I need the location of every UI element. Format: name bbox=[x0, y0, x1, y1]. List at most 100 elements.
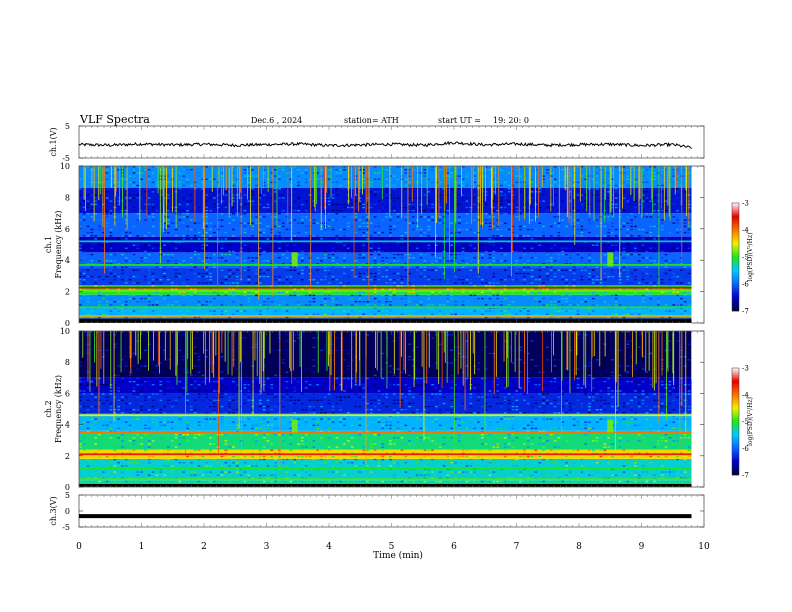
spectral-pixel bbox=[236, 260, 239, 262]
spectral-pixel bbox=[124, 282, 128, 284]
spectral-pixel bbox=[362, 203, 365, 206]
spectral-pixel bbox=[262, 181, 266, 184]
spectral-pixel bbox=[461, 250, 465, 253]
spectral-pixel bbox=[408, 166, 411, 168]
spectral-pixel bbox=[213, 206, 216, 209]
spectral-pixel bbox=[140, 219, 143, 221]
spectral-pixel bbox=[614, 184, 618, 187]
spectral-pixel bbox=[193, 316, 197, 319]
spectral-pixel bbox=[262, 297, 266, 300]
spectral-pixel bbox=[438, 266, 442, 268]
spectral-pixel bbox=[435, 235, 438, 237]
sferic-streak bbox=[228, 166, 230, 216]
spectral-pixel bbox=[431, 206, 434, 209]
spectral-pixel bbox=[469, 282, 473, 284]
spectral-pixel bbox=[446, 175, 450, 177]
spectral-pixel bbox=[124, 188, 128, 190]
spectral-pixel bbox=[400, 313, 404, 315]
spectral-pixel bbox=[438, 250, 442, 253]
spectral-pixel bbox=[136, 235, 140, 237]
spectral-pixel bbox=[285, 213, 289, 215]
spectral-pixel bbox=[209, 275, 212, 278]
spectral-pixel bbox=[124, 421, 128, 423]
spectral-pixel bbox=[649, 263, 653, 265]
spectral-pixel bbox=[190, 440, 193, 442]
spectral-pixel bbox=[458, 222, 461, 224]
spectral-pixel bbox=[144, 316, 147, 319]
spectral-pixel bbox=[193, 266, 197, 268]
spectral-pixel bbox=[622, 172, 626, 174]
spectral-pixel bbox=[124, 244, 128, 246]
spectral-pixel bbox=[549, 260, 553, 262]
spectral-pixel bbox=[136, 213, 140, 215]
spectral-pixel bbox=[369, 266, 373, 268]
spectral-pixel bbox=[423, 169, 427, 171]
sferic-streak bbox=[324, 166, 326, 210]
spectral-pixel bbox=[186, 437, 189, 439]
spectral-pixel bbox=[293, 188, 297, 190]
spectral-pixel bbox=[136, 269, 140, 271]
spectral-pixel bbox=[377, 316, 381, 319]
spectral-pixel bbox=[117, 166, 120, 168]
spectral-pixel bbox=[301, 231, 304, 234]
spectral-pixel bbox=[645, 191, 649, 193]
spectral-pixel bbox=[167, 253, 170, 256]
spectral-pixel bbox=[289, 288, 293, 290]
spectral-pixel bbox=[262, 275, 266, 278]
spectral-pixel bbox=[98, 310, 101, 312]
spectral-pixel bbox=[481, 316, 484, 319]
spectral-pixel bbox=[465, 206, 469, 209]
spectral-pixel bbox=[588, 253, 591, 256]
spectral-pixel bbox=[79, 316, 82, 319]
spectral-pixel bbox=[626, 257, 630, 259]
spectral-pixel bbox=[327, 294, 331, 297]
spectral-pixel bbox=[239, 304, 243, 306]
spectral-pixel bbox=[197, 253, 201, 256]
spectral-pixel bbox=[446, 188, 450, 190]
spectral-pixel bbox=[124, 210, 128, 212]
spectral-pixel bbox=[94, 263, 97, 265]
spectral-pixel bbox=[193, 253, 197, 256]
spectral-pixel bbox=[205, 219, 208, 221]
spectral-pixel bbox=[155, 291, 159, 293]
spectral-pixel bbox=[140, 297, 143, 300]
spectral-pixel bbox=[174, 238, 178, 240]
spectral-pixel bbox=[124, 206, 128, 209]
sferic-streak bbox=[165, 166, 167, 230]
spectral-pixel bbox=[549, 263, 553, 265]
spectral-pixel bbox=[193, 285, 197, 287]
spectral-pixel bbox=[289, 184, 293, 187]
spectral-pixel bbox=[526, 291, 530, 293]
spectral-pixel bbox=[626, 250, 630, 253]
spectral-pixel bbox=[262, 244, 266, 246]
spectral-pixel bbox=[151, 203, 155, 206]
spectral-pixel bbox=[86, 421, 90, 423]
spectral-pixel bbox=[634, 181, 637, 184]
spectral-pixel bbox=[297, 197, 300, 199]
spectral-pixel bbox=[634, 275, 637, 278]
spectral-pixel bbox=[232, 250, 235, 253]
spectral-pixel bbox=[144, 260, 147, 262]
spectral-pixel bbox=[136, 409, 140, 411]
spectral-pixel bbox=[186, 387, 189, 389]
spectral-pixel bbox=[167, 197, 170, 199]
spectral-pixel bbox=[415, 282, 419, 284]
spectral-pixel bbox=[519, 257, 522, 259]
spectral-pixel bbox=[488, 282, 492, 284]
sferic-streak bbox=[314, 166, 315, 207]
spectral-pixel bbox=[205, 257, 208, 259]
spectral-pixel bbox=[565, 294, 568, 297]
spectral-pixel bbox=[392, 297, 396, 300]
spectral-pixel bbox=[151, 304, 155, 306]
spectral-pixel bbox=[136, 412, 140, 414]
spectral-pixel bbox=[82, 380, 86, 383]
spectral-pixel bbox=[546, 266, 549, 268]
spectral-pixel bbox=[454, 275, 457, 278]
spectral-pixel bbox=[193, 272, 197, 275]
spectral-pixel bbox=[247, 181, 251, 184]
spectral-pixel bbox=[90, 216, 94, 218]
spectral-pixel bbox=[144, 203, 147, 206]
spectral-pixel bbox=[412, 316, 415, 319]
spectral-pixel bbox=[266, 304, 270, 306]
spectral-pixel bbox=[496, 316, 499, 319]
